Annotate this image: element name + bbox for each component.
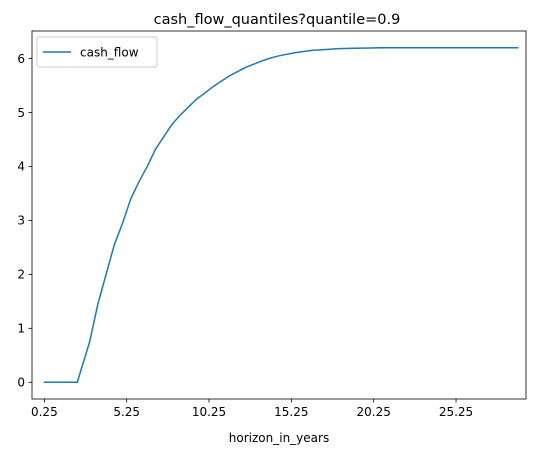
y-tick-label: 0 [17,376,25,390]
x-axis-label: horizon_in_years [229,431,329,445]
y-tick-label: 1 [17,322,25,336]
plot-area [32,31,526,399]
x-tick-label: 10.25 [192,405,226,419]
x-tick-label: 20.25 [357,405,391,419]
series-line-cash-flow [43,46,519,384]
legend-box [36,36,158,68]
legend: cash_flow [36,36,158,68]
y-tick-label: 6 [17,52,25,66]
chart-title: cash_flow_quantiles?quantile=0.9 [154,12,401,28]
legend-label-cash-flow: cash_flow [80,46,139,60]
series-layer [43,46,519,384]
y-axis: 0 1 2 3 4 5 6 [17,52,32,390]
x-tick-label: 15.25 [274,405,308,419]
y-tick-label: 4 [17,160,25,174]
y-tick-label: 5 [17,106,25,120]
y-tick-label: 3 [17,214,25,228]
y-tick-label: 2 [17,268,25,282]
x-tick-label: 25.25 [439,405,473,419]
plot-frame [31,30,527,400]
x-tick-label: 0.25 [31,405,58,419]
x-axis: 0.25 5.25 10.25 15.25 20.25 25.25 [31,399,473,419]
x-tick-label: 5.25 [113,405,140,419]
